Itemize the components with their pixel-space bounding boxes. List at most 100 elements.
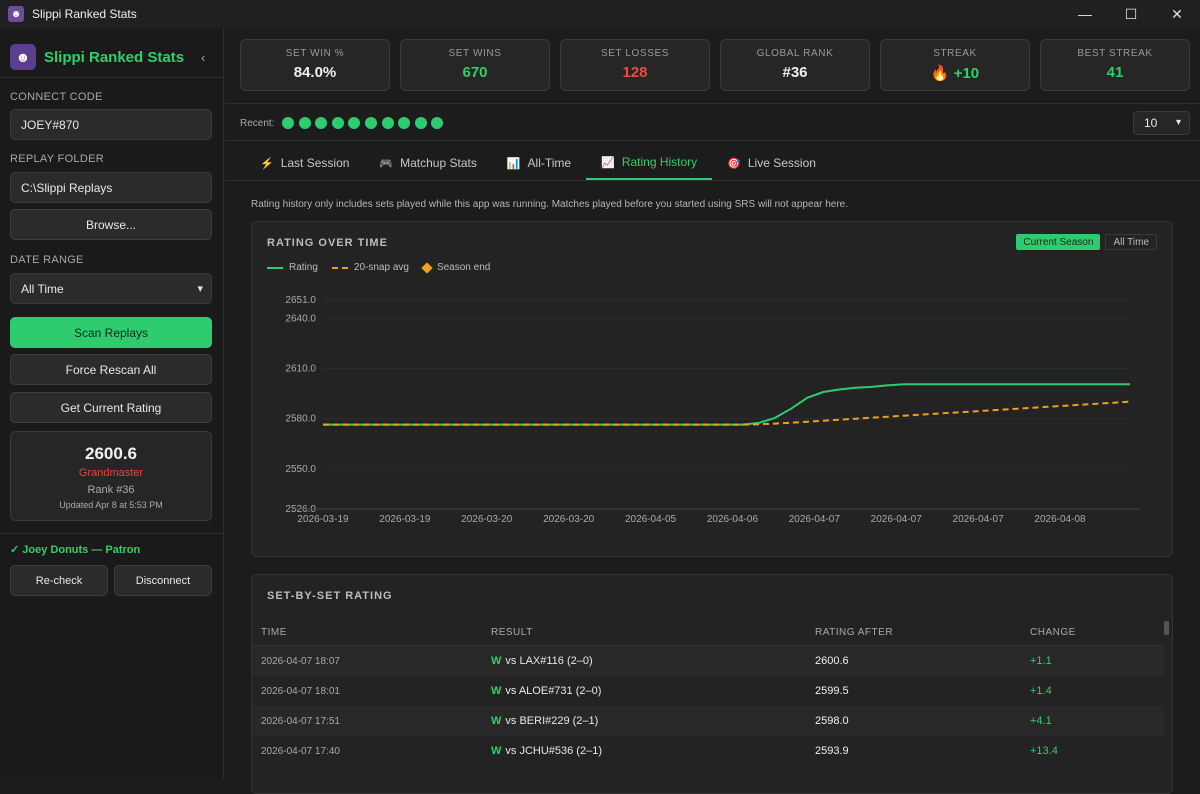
- all-time-button[interactable]: All Time: [1105, 234, 1157, 250]
- row-time: 2026-04-07 17:40: [261, 746, 340, 757]
- x-tick-label: 2026-04-07: [871, 514, 923, 525]
- recent-count-select[interactable]: 10 ▾: [1133, 111, 1190, 135]
- tab-live-session[interactable]: 🎯 Live Session: [712, 146, 831, 180]
- legend-swatch: [267, 266, 283, 269]
- row-change: +1.1: [1030, 655, 1052, 667]
- disconnect-button[interactable]: Disconnect: [114, 565, 212, 596]
- y-tick-label: 2651.0: [285, 295, 316, 306]
- row-result-flag: W: [491, 685, 502, 697]
- stat-value: 128: [622, 64, 648, 81]
- legend-avg: 20-snap avg: [331, 262, 409, 273]
- sidebar-brand: ☻ Slippi Ranked Stats: [10, 44, 184, 70]
- browse-button[interactable]: Browse...: [10, 209, 212, 240]
- row-rating-after: 2593.9: [815, 745, 849, 757]
- x-tick-label: 2026-03-20: [461, 514, 513, 525]
- patron-status: ✓ Joey Donuts — Patron: [10, 544, 141, 556]
- recent-count-value: 10: [1144, 116, 1158, 130]
- table-scrollbar[interactable]: [1164, 621, 1169, 635]
- chevron-down-icon: ▾: [197, 283, 203, 295]
- title-bar: ☻ Slippi Ranked Stats — ☐ ✕: [0, 0, 1200, 28]
- connect-code-input[interactable]: JOEY#870: [10, 109, 212, 140]
- row-change: +13.4: [1030, 745, 1058, 757]
- lightning-icon: ⚡: [260, 157, 274, 170]
- tab-all-time[interactable]: 📊 All-Time: [492, 146, 586, 180]
- recent-result-dot: [315, 117, 328, 129]
- stat-streak: STREAK 🔥 +10: [880, 39, 1030, 91]
- recent-label: Recent:: [240, 118, 275, 129]
- tab-last-session[interactable]: ⚡ Last Session: [245, 146, 364, 180]
- y-tick-label: 2640.0: [285, 313, 316, 324]
- app-logo-icon: ☻: [8, 6, 24, 22]
- stat-value: 84.0%: [293, 64, 337, 81]
- table-header-divider: [252, 645, 1164, 646]
- current-season-button[interactable]: Current Season: [1016, 234, 1101, 250]
- sidebar-divider: [0, 533, 224, 534]
- replay-folder-input[interactable]: C:\Slippi Replays: [10, 172, 212, 203]
- row-result-flag: W: [491, 655, 502, 667]
- stat-value: 🔥 +10: [930, 65, 980, 82]
- x-tick-label: 2026-03-19: [297, 514, 349, 525]
- x-tick-label: 2026-04-05: [625, 514, 677, 525]
- recent-divider: [225, 140, 1200, 141]
- stat-label: GLOBAL RANK: [756, 48, 834, 59]
- table-title: SET-BY-SET RATING: [267, 590, 393, 602]
- row-change: +4.1: [1030, 715, 1052, 727]
- x-tick-label: 2026-04-07: [789, 514, 841, 525]
- row-result-flag: W: [491, 745, 502, 757]
- rating-tier: Grandmaster: [78, 467, 144, 479]
- recent-result-dot: [348, 117, 361, 129]
- recheck-button[interactable]: Re-check: [10, 565, 108, 596]
- stat-set-win-pct: SET WIN % 84.0%: [240, 39, 390, 91]
- tab-matchup-stats[interactable]: 🎮 Matchup Stats: [364, 146, 491, 180]
- y-tick-label: 2580.0: [285, 414, 316, 425]
- set-rating-panel: SET-BY-SET RATING TIME RESULT RATING AFT…: [251, 574, 1173, 794]
- connect-code-label: CONNECT CODE: [10, 91, 103, 103]
- maximize-button[interactable]: ☐: [1124, 5, 1138, 22]
- recent-result-dot: [381, 117, 394, 129]
- rating-updated: Updated Apr 8 at 5:53 PM: [59, 500, 163, 510]
- chart-title: RATING OVER TIME: [267, 237, 388, 249]
- legend-season-end: Season end: [421, 261, 490, 274]
- rating-chart: 2651.02640.02610.02580.02550.02526.02026…: [285, 295, 1140, 525]
- date-range-select[interactable]: All Time ▾: [10, 273, 212, 304]
- recent-result-dot: [398, 117, 411, 129]
- tab-label: All-Time: [527, 156, 572, 170]
- current-rating-card: 2600.6 Grandmaster Rank #36 Updated Apr …: [10, 431, 212, 521]
- stat-label: SET LOSSES: [600, 48, 670, 59]
- col-rating-after: RATING AFTER: [815, 627, 894, 638]
- row-opponent: vs LAX#116 (2–0): [505, 655, 593, 667]
- force-rescan-button[interactable]: Force Rescan All: [10, 354, 212, 385]
- bar-chart-icon: 📊: [506, 157, 521, 170]
- tab-rating-history[interactable]: 📈 Rating History: [586, 146, 713, 180]
- header-divider: [225, 103, 1200, 104]
- x-tick-label: 2026-04-07: [953, 514, 1005, 525]
- get-current-rating-button[interactable]: Get Current Rating: [10, 392, 212, 423]
- row-opponent: vs BERI#229 (2–1): [505, 715, 599, 727]
- window-title: Slippi Ranked Stats: [32, 7, 137, 21]
- trend-chart-icon: 📈: [601, 156, 615, 169]
- x-tick-label: 2026-04-08: [1034, 514, 1086, 525]
- row-change: +1.4: [1030, 685, 1052, 697]
- x-tick-label: 2026-03-20: [543, 514, 595, 525]
- rating-rank: Rank #36: [87, 484, 135, 496]
- stat-label: BEST STREAK: [1077, 48, 1153, 59]
- col-change: CHANGE: [1030, 627, 1076, 638]
- chevron-down-icon: ▾: [1175, 117, 1181, 128]
- scan-replays-button[interactable]: Scan Replays: [10, 317, 212, 348]
- recent-result-dot: [431, 117, 444, 129]
- close-button[interactable]: ✕: [1171, 5, 1183, 22]
- minimize-button[interactable]: —: [1078, 6, 1092, 22]
- collapse-sidebar-icon[interactable]: ‹: [201, 50, 206, 65]
- date-range-value: All Time: [21, 281, 64, 296]
- x-tick-label: 2026-03-19: [379, 514, 431, 525]
- y-tick-label: 2550.0: [285, 464, 316, 475]
- x-tick-label: 2026-04-06: [707, 514, 759, 525]
- rating-history-note: Rating history only includes sets played…: [251, 199, 848, 210]
